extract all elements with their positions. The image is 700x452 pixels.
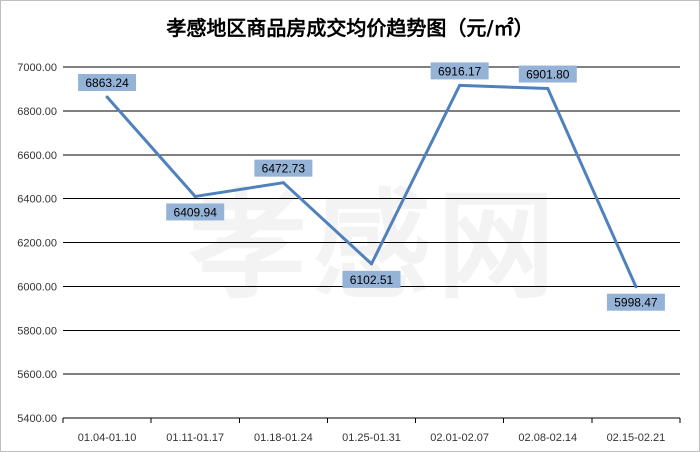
y-tick-label: 6600.00: [17, 150, 57, 162]
data-label: 6472.73: [262, 162, 306, 176]
data-point: [546, 87, 550, 91]
data-label: 6916.17: [438, 64, 482, 78]
y-tick-label: 6800.00: [17, 106, 57, 118]
data-label-box: [342, 270, 401, 288]
series-line: [105, 83, 638, 288]
data-point: [634, 285, 638, 289]
chart-title: 孝感地区商品房成交均价趋势图（元/㎡）: [166, 16, 534, 40]
y-tick-label: 7000.00: [17, 62, 57, 74]
y-tick-label: 5600.00: [17, 369, 57, 381]
data-point: [193, 194, 197, 198]
data-point: [370, 262, 373, 266]
y-tick-label: 5800.00: [17, 325, 57, 337]
y-tick-label: 6000.00: [17, 281, 57, 293]
data-label: 6863.24: [85, 76, 129, 90]
data-point: [281, 181, 285, 185]
y-tick-label: 6200.00: [17, 238, 57, 250]
x-tick-label: 01.04-01.10: [78, 432, 137, 444]
data-point: [105, 95, 109, 99]
data-label: 6409.94: [174, 205, 218, 219]
data-label-box: [606, 293, 665, 311]
data-point: [458, 83, 462, 87]
y-tick-label: 5400.00: [17, 413, 57, 425]
data-label-box: [254, 159, 313, 177]
x-tick-label: 01.25-01.31: [342, 432, 401, 444]
y-tick-label: 6400.00: [17, 194, 57, 206]
x-tick-label: 01.18-01.24: [254, 432, 313, 444]
data-label: 6102.51: [350, 273, 394, 287]
data-label: 6901.80: [526, 68, 570, 82]
data-label: 5998.47: [614, 296, 658, 310]
data-label-box: [166, 203, 225, 221]
watermark-text: 孝感网: [95, 150, 655, 321]
data-label-box: [430, 62, 489, 80]
x-tick-label: 01.11-01.17: [166, 432, 224, 444]
data-label-box: [78, 74, 137, 92]
x-tick-label: 02.15-02.21: [607, 432, 666, 444]
data-label-box: [518, 65, 577, 83]
x-tick-label: 02.08-02.14: [518, 432, 577, 444]
x-tick-label: 02.01-02.07: [430, 432, 489, 444]
